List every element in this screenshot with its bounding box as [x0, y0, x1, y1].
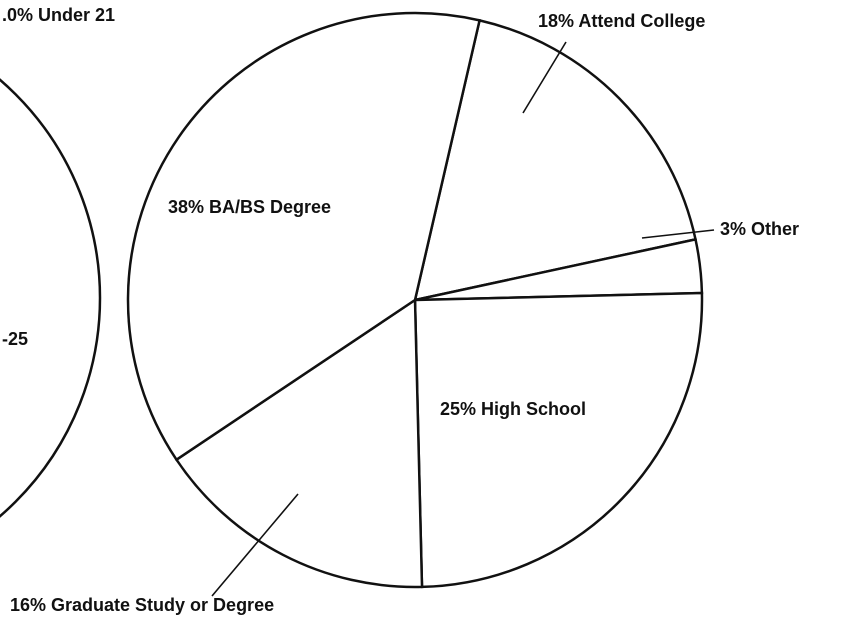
leader-line [211, 493, 299, 597]
pie-slice [413, 291, 704, 589]
slice-label: 25% High School [440, 399, 586, 419]
leader-line [522, 41, 567, 114]
pie-slice [126, 11, 482, 462]
slice-label: 38% BA/BS Degree [168, 197, 331, 217]
pie-slice [413, 18, 698, 302]
neighbor-pie-label: -25 [2, 329, 28, 349]
neighbor-pie-outline [0, 78, 102, 518]
leader-line [641, 229, 715, 239]
neighbor-pie-label: .0% Under 21 [2, 5, 115, 25]
pie-slice [174, 297, 424, 589]
slice-label: 3% Other [720, 219, 799, 239]
slice-label: 18% Attend College [538, 11, 705, 31]
pie [126, 11, 704, 589]
slice-label: 16% Graduate Study or Degree [10, 595, 274, 615]
